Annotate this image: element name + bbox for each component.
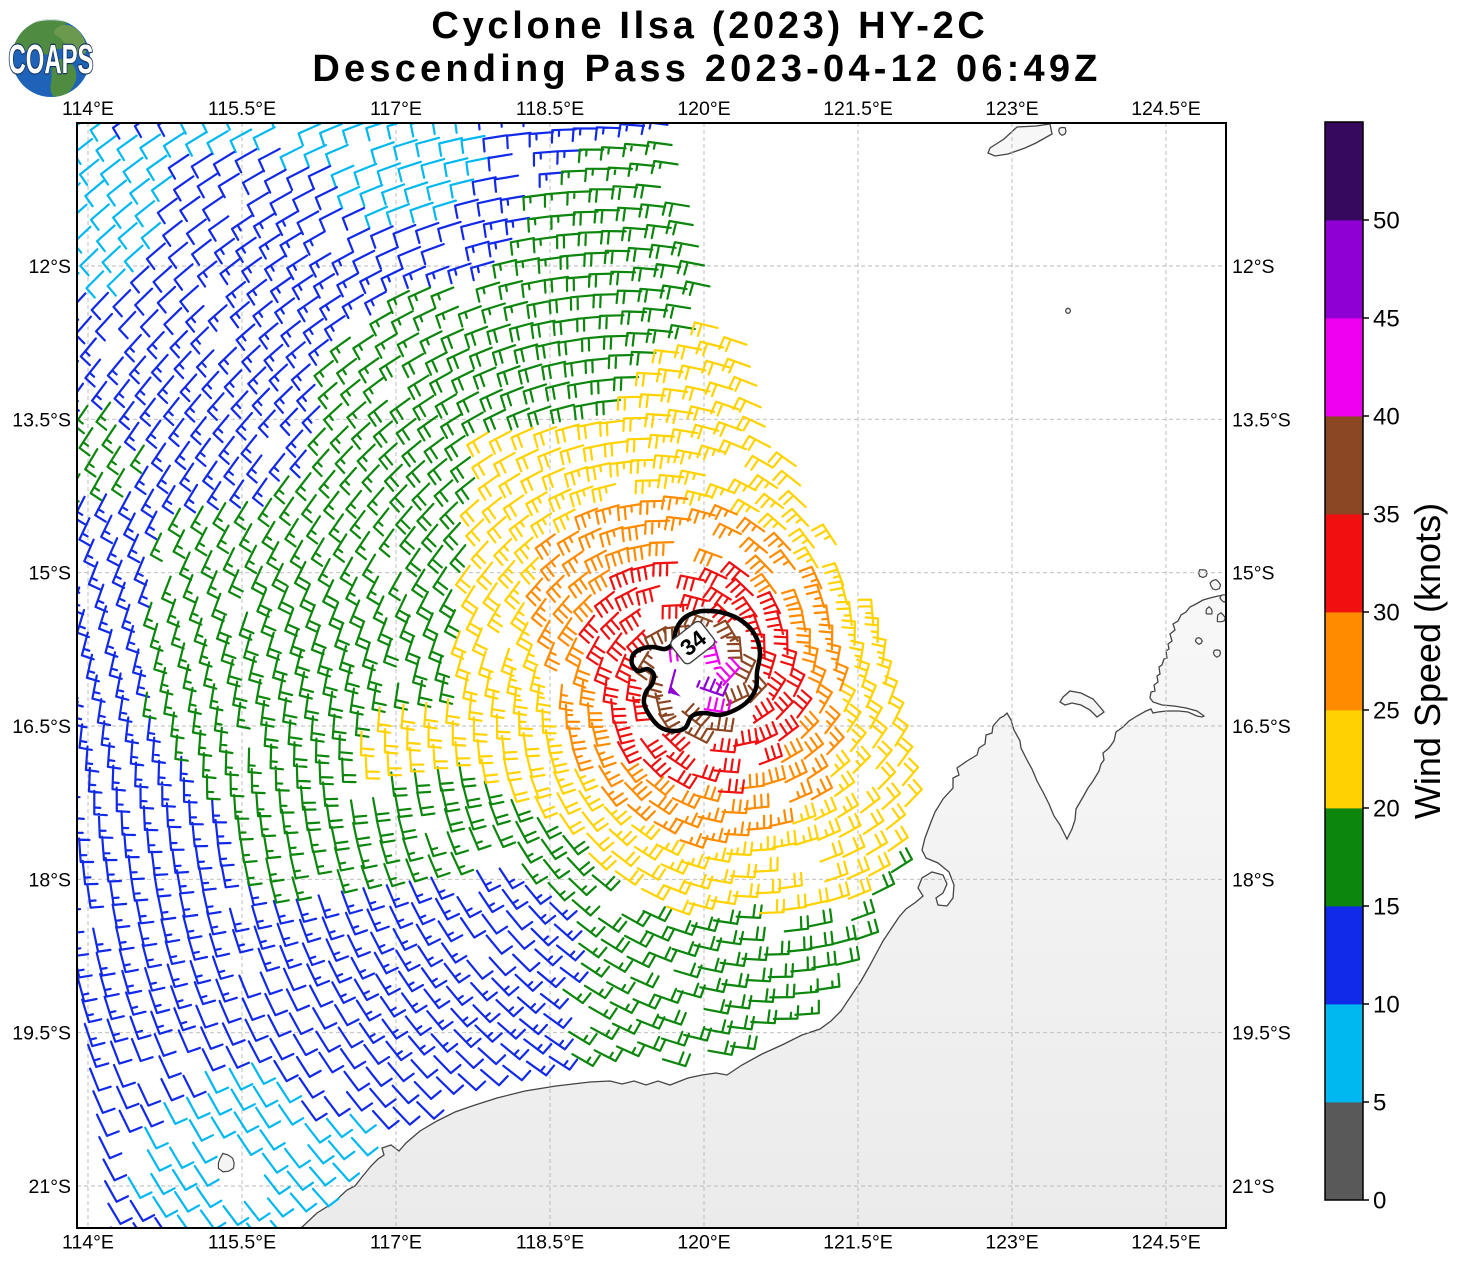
svg-text:13.5°S: 13.5°S: [1232, 409, 1291, 431]
svg-text:117°E: 117°E: [370, 1232, 422, 1254]
svg-text:Cyclone Ilsa (2023) HY-2C: Cyclone Ilsa (2023) HY-2C: [431, 5, 988, 47]
svg-text:121.5°E: 121.5°E: [823, 1232, 893, 1254]
svg-text:30: 30: [1373, 600, 1400, 627]
svg-text:13.5°S: 13.5°S: [12, 409, 71, 431]
svg-text:114°E: 114°E: [62, 98, 114, 120]
svg-text:115.5°E: 115.5°E: [208, 98, 276, 120]
svg-text:0: 0: [1373, 1188, 1386, 1215]
svg-text:18°S: 18°S: [1232, 869, 1275, 891]
svg-text:18°S: 18°S: [29, 869, 72, 891]
svg-text:45: 45: [1373, 306, 1400, 333]
svg-text:21°S: 21°S: [1232, 1176, 1275, 1198]
svg-text:15°S: 15°S: [1232, 563, 1275, 585]
svg-text:124.5°E: 124.5°E: [1131, 98, 1201, 120]
svg-text:118.5°E: 118.5°E: [516, 1232, 584, 1254]
svg-text:21°S: 21°S: [29, 1176, 72, 1198]
svg-text:25: 25: [1373, 698, 1400, 725]
svg-text:16.5°S: 16.5°S: [12, 716, 71, 738]
svg-text:121.5°E: 121.5°E: [823, 98, 893, 120]
svg-text:COAPS: COAPS: [9, 38, 94, 83]
svg-text:5: 5: [1373, 1090, 1386, 1117]
svg-text:12°S: 12°S: [29, 256, 72, 278]
svg-text:15°S: 15°S: [29, 563, 72, 585]
svg-text:19.5°S: 19.5°S: [1232, 1023, 1291, 1045]
svg-text:115.5°E: 115.5°E: [208, 1232, 276, 1254]
svg-text:124.5°E: 124.5°E: [1131, 1232, 1201, 1254]
svg-text:120°E: 120°E: [677, 98, 730, 120]
svg-text:16.5°S: 16.5°S: [1232, 716, 1291, 738]
svg-text:Wind Speed (knots): Wind Speed (knots): [1407, 503, 1448, 819]
svg-text:Descending Pass 2023-04-12 06:: Descending Pass 2023-04-12 06:49Z: [312, 48, 1101, 90]
svg-text:15: 15: [1373, 894, 1400, 921]
svg-text:117°E: 117°E: [370, 98, 422, 120]
svg-text:123°E: 123°E: [985, 98, 1038, 120]
svg-text:12°S: 12°S: [1232, 256, 1275, 278]
svg-text:118.5°E: 118.5°E: [516, 98, 584, 120]
svg-text:35: 35: [1373, 502, 1400, 529]
svg-text:114°E: 114°E: [62, 1232, 114, 1254]
svg-text:10: 10: [1373, 992, 1400, 1019]
svg-text:19.5°S: 19.5°S: [12, 1023, 71, 1045]
svg-text:120°E: 120°E: [677, 1232, 730, 1254]
svg-text:20: 20: [1373, 796, 1400, 823]
svg-text:40: 40: [1373, 404, 1400, 431]
svg-text:50: 50: [1373, 208, 1400, 235]
svg-text:123°E: 123°E: [985, 1232, 1038, 1254]
